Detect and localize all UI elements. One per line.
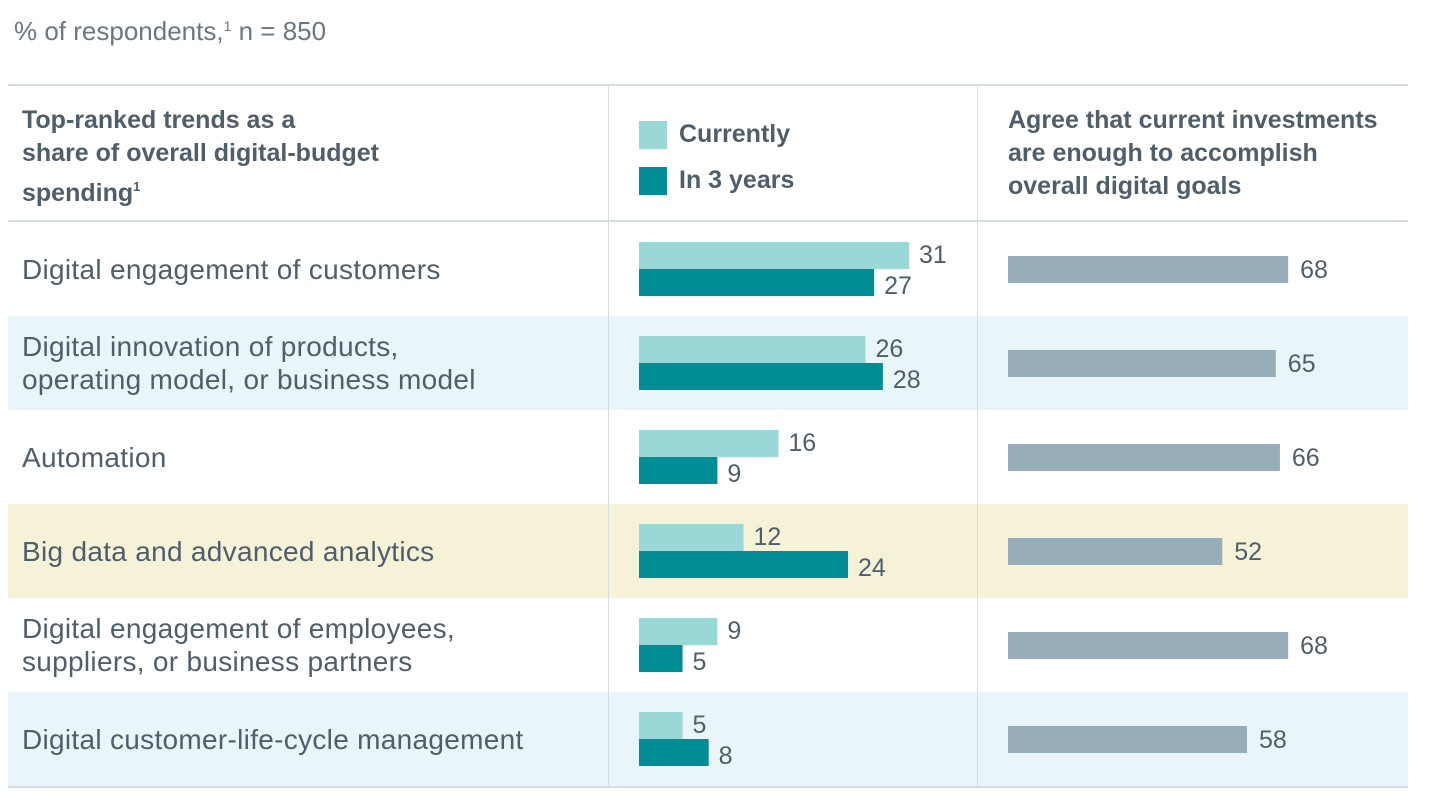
legend-swatch-currently — [639, 120, 667, 149]
value-label-agree: 68 — [1300, 632, 1328, 660]
trends-column-header: Top-ranked trends as a share of overall … — [22, 106, 379, 207]
value-label-in-3-years: 27 — [884, 272, 912, 300]
value-label-in-3-years: 28 — [893, 366, 921, 394]
bar-in-3-years — [639, 645, 683, 672]
bar-currently — [639, 524, 744, 551]
bar-currently — [639, 712, 683, 739]
row-label: Automation — [22, 441, 167, 473]
top-rule — [8, 84, 1408, 86]
value-label-agree: 66 — [1292, 444, 1320, 472]
value-label-in-3-years: 8 — [719, 742, 733, 770]
column-divider-1 — [608, 86, 609, 786]
row-label: Digital innovation of products, operating… — [22, 331, 476, 395]
value-label-currently: 9 — [727, 617, 741, 645]
bar-agree — [1008, 726, 1247, 753]
row-label: Big data and advanced analytics — [22, 535, 435, 567]
bar-in-3-years — [639, 363, 883, 390]
bar-currently — [639, 430, 779, 457]
value-label-agree: 52 — [1234, 538, 1262, 566]
bar-currently — [639, 242, 910, 269]
header-rule — [8, 220, 1408, 222]
legend-swatch-in-3-years — [639, 166, 667, 195]
bar-in-3-years — [639, 457, 718, 484]
legend-currently: Currently — [639, 120, 790, 149]
value-label-in-3-years: 5 — [693, 648, 707, 676]
bar-in-3-years — [639, 269, 875, 296]
value-label-currently: 26 — [875, 335, 903, 363]
bar-currently — [639, 336, 866, 363]
value-label-currently: 31 — [919, 241, 947, 269]
bar-in-3-years — [639, 739, 709, 766]
value-label-currently: 12 — [754, 523, 782, 551]
value-label-currently: 5 — [693, 711, 707, 739]
footnote-marker: 1 — [223, 18, 232, 34]
value-label-agree: 58 — [1259, 726, 1287, 754]
row-label: Digital engagement of customers — [22, 253, 441, 285]
bar-currently — [639, 618, 718, 645]
legend-label-in-3-years: In 3 years — [679, 166, 795, 194]
value-label-in-3-years: 24 — [858, 554, 886, 582]
row-label: Digital engagement of employees, supplier… — [22, 613, 455, 677]
value-label-agree: 68 — [1300, 256, 1328, 284]
bar-agree — [1008, 538, 1223, 565]
value-label-currently: 16 — [788, 429, 816, 457]
value-label-agree: 65 — [1288, 350, 1316, 378]
bottom-rule — [8, 786, 1408, 788]
bar-agree — [1008, 350, 1276, 377]
agree-column-header: Agree that current investments are enoug… — [1008, 106, 1378, 200]
bar-in-3-years — [639, 551, 849, 578]
legend-in-3-years: In 3 years — [639, 166, 794, 195]
column-divider-2 — [977, 86, 978, 786]
chart-subtitle: % of respondents,1 n = 850 — [14, 16, 327, 46]
bar-agree — [1008, 256, 1289, 283]
bar-agree — [1008, 632, 1289, 659]
bar-agree — [1008, 444, 1280, 471]
legend-label-currently: Currently — [679, 120, 791, 148]
value-label-in-3-years: 9 — [727, 460, 741, 488]
row-label: Digital customer-life-cycle management — [22, 723, 524, 755]
